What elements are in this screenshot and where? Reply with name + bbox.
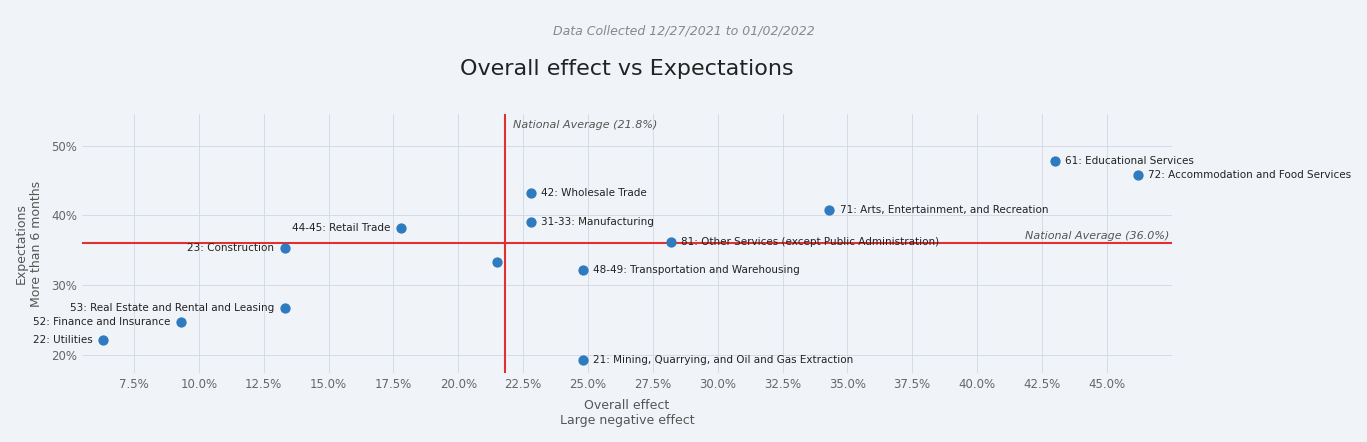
Text: 44-45: Retail Trade: 44-45: Retail Trade (293, 223, 391, 233)
Point (571, 267, 593, 274)
Text: 81: Other Services (except Public Administration): 81: Other Services (except Public Admini… (681, 237, 939, 247)
Text: National Average (36.0%): National Average (36.0%) (1025, 231, 1169, 240)
Point (273, 245, 295, 252)
Text: 31-33: Manufacturing: 31-33: Manufacturing (541, 217, 655, 228)
Point (170, 318, 191, 325)
Point (819, 206, 841, 213)
Text: 23: Construction: 23: Construction (187, 244, 275, 253)
Text: 53: Real Estate and Rental and Leasing: 53: Real Estate and Rental and Leasing (70, 303, 275, 313)
Text: 22: Utilities: 22: Utilities (33, 335, 93, 345)
Text: 48-49: Transportation and Warehousing: 48-49: Transportation and Warehousing (593, 265, 800, 275)
X-axis label: Overall effect
Large negative effect: Overall effect Large negative effect (559, 399, 694, 427)
Y-axis label: Expectations
More than 6 months: Expectations More than 6 months (15, 180, 42, 306)
Text: National Average (21.8%): National Average (21.8%) (513, 120, 658, 130)
Text: 52: Finance and Insurance: 52: Finance and Insurance (33, 317, 171, 327)
Point (487, 258, 509, 265)
Text: 71: Arts, Entertainment, and Recreation: 71: Arts, Entertainment, and Recreation (839, 205, 1048, 215)
Point (571, 357, 593, 364)
Text: 61: Educational Services: 61: Educational Services (1065, 156, 1195, 166)
Point (519, 190, 541, 197)
Point (391, 225, 413, 232)
Text: Data Collected 12/27/2021 to 01/02/2022: Data Collected 12/27/2021 to 01/02/2022 (552, 24, 815, 38)
Point (1126, 171, 1148, 179)
Text: 21: Mining, Quarrying, and Oil and Gas Extraction: 21: Mining, Quarrying, and Oil and Gas E… (593, 355, 853, 365)
Point (273, 304, 295, 311)
Point (660, 239, 682, 246)
Point (1044, 157, 1066, 164)
Text: 72: Accommodation and Food Services: 72: Accommodation and Food Services (1148, 170, 1352, 180)
Point (519, 219, 541, 226)
Text: 42: Wholesale Trade: 42: Wholesale Trade (541, 188, 647, 198)
Point (92, 336, 113, 343)
Title: Overall effect vs Expectations: Overall effect vs Expectations (461, 59, 794, 79)
